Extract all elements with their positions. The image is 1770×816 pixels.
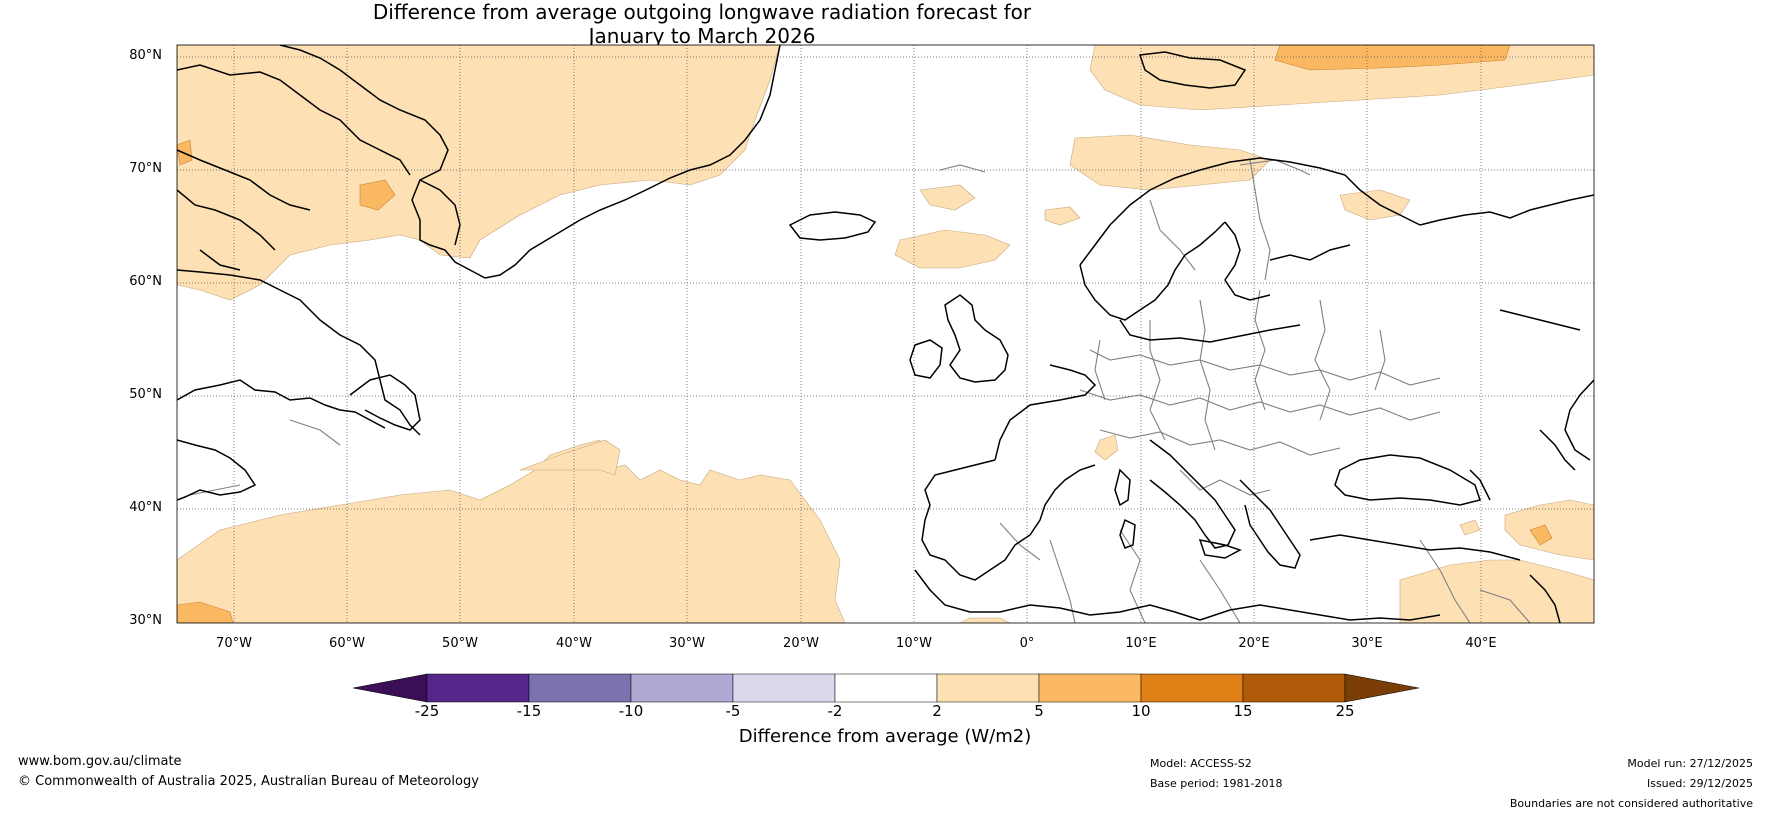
lat-label-30n: 30°N xyxy=(129,613,162,628)
colorbar-tick-label: 5 xyxy=(1034,702,1044,720)
issued-text: Issued: 29/12/2025 xyxy=(1646,777,1753,790)
lon-label-50w: 50°W xyxy=(442,636,478,651)
country-borders xyxy=(189,159,1531,623)
colorbar-title: Difference from average (W/m2) xyxy=(738,726,1032,747)
model-run-text: Model run: 27/12/2025 xyxy=(1627,757,1753,770)
colorbar-tick-label: 25 xyxy=(1335,702,1355,720)
copyright-text: © Commonwealth of Australia 2025, Austra… xyxy=(18,774,479,789)
colorbar-tick-label: -2 xyxy=(827,702,843,720)
lat-label-50n: 50°N xyxy=(129,387,162,402)
anomaly-5-to-10-region xyxy=(177,45,1553,623)
lon-label-10w: 10°W xyxy=(896,636,932,651)
lon-label-20e: 20°E xyxy=(1238,636,1270,651)
title-line-2: January to March 2026 xyxy=(588,24,816,48)
colorbar-tick-label: 15 xyxy=(1233,702,1253,720)
colorbar-tick-label: 10 xyxy=(1131,702,1151,720)
website-link[interactable]: www.bom.gov.au/climate xyxy=(18,754,182,769)
lon-label-70w: 70°W xyxy=(216,636,252,651)
graticule xyxy=(177,45,1594,623)
colorbar-tick-label: -5 xyxy=(725,702,741,720)
lon-label-30e: 30°E xyxy=(1351,636,1383,651)
map-title: Difference from average outgoing longwav… xyxy=(0,0,1404,48)
model-text: Model: ACCESS-S2 xyxy=(1150,757,1252,770)
coastlines xyxy=(177,45,1594,623)
colorbar-tick-label: 2 xyxy=(932,702,942,720)
lon-label-30w: 30°W xyxy=(669,636,705,651)
lon-label-60w: 60°W xyxy=(329,636,365,651)
lat-label-40n: 40°N xyxy=(129,500,162,515)
lat-label-80n: 80°N xyxy=(129,48,162,63)
anomaly-2-to-5-region xyxy=(177,45,1594,623)
lon-label-40w: 40°W xyxy=(556,636,592,651)
lat-label-60n: 60°N xyxy=(129,274,162,289)
title-line-1: Difference from average outgoing longwav… xyxy=(372,0,1032,24)
base-period-text: Base period: 1981-2018 xyxy=(1150,777,1283,790)
lon-label-20w: 20°W xyxy=(783,636,819,651)
lon-label-40e: 40°E xyxy=(1465,636,1497,651)
colorbar-tick-label: -15 xyxy=(516,702,542,720)
colorbar-tick-label: -25 xyxy=(414,702,440,720)
lon-label-0: 0° xyxy=(1019,636,1035,651)
lat-label-70n: 70°N xyxy=(129,161,162,176)
colorbar-tick-label: -10 xyxy=(618,702,644,720)
map-frame xyxy=(176,44,1595,624)
lon-label-10e: 10°E xyxy=(1125,636,1157,651)
boundaries-disclaimer: Boundaries are not considered authoritat… xyxy=(1509,797,1753,810)
